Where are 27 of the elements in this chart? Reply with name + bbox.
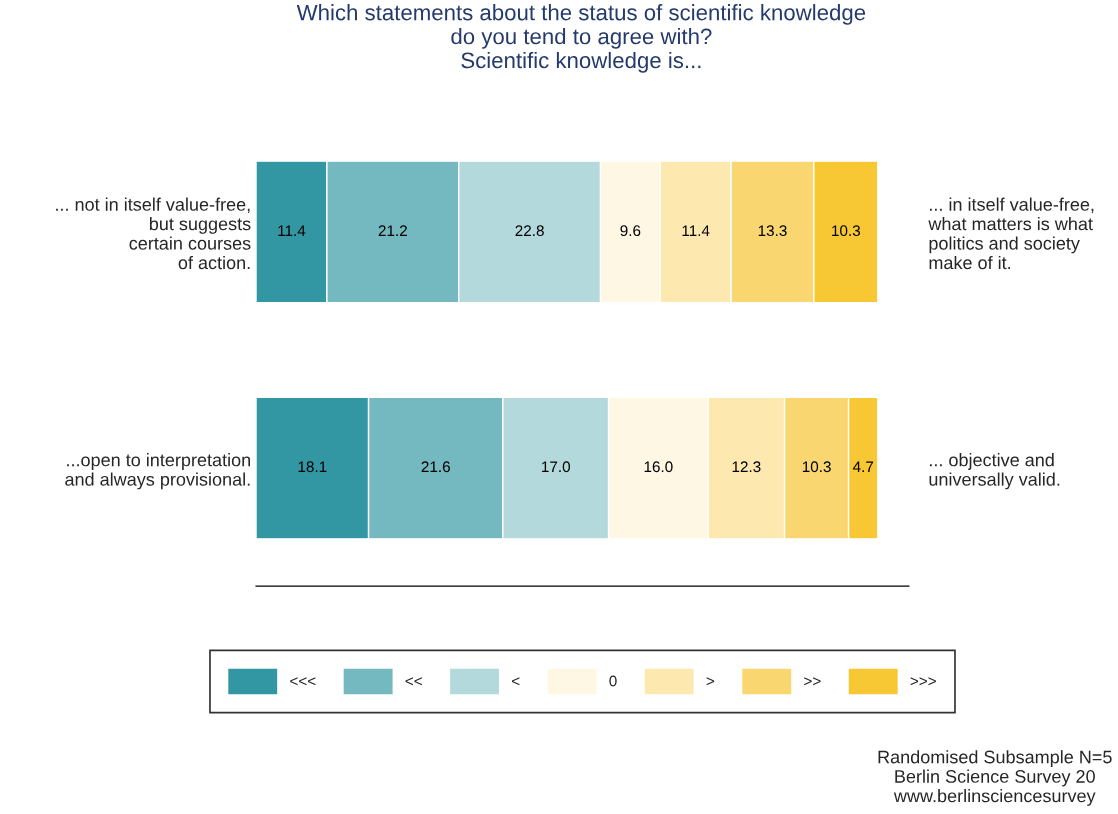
legend-label: <<< (290, 677, 316, 686)
data-label: 21.6 (421, 461, 450, 473)
data-label: 10.3 (802, 461, 831, 473)
y2-tick-label: ... in itself value-free, what matters is what politics and society make of it. (928, 197, 1094, 270)
data-label: 10.3 (832, 225, 861, 237)
data-label: 11.4 (682, 225, 710, 236)
y2-tick-label: ... objective and universally valid. (929, 453, 1060, 490)
text: Randomised Subsample N=5 Berlin Science Survey 20 www.berlinsciencesurvey (878, 750, 1112, 806)
data-label: 4.7 (852, 461, 874, 472)
y-tick-label: ...open to interpretation and always provisional. (65, 453, 251, 490)
data-label: 21.2 (378, 225, 407, 236)
data-label: 16.0 (644, 461, 673, 473)
data-label: 12.3 (732, 461, 761, 473)
legend-label: >>> (910, 677, 936, 686)
data-label: 13.3 (758, 225, 787, 237)
data-label: 22.8 (515, 225, 544, 237)
data-label: 17.0 (542, 461, 571, 473)
legend-label: 0 (609, 675, 617, 687)
legend-label: << (405, 677, 422, 686)
legend-label: < (512, 677, 520, 686)
data-label: 18.1 (298, 461, 327, 473)
data-label: 11.4 (278, 225, 306, 236)
y-tick-label: ... not in itself value-free, but suggests certain courses of action. (56, 197, 251, 270)
legend-label: > (706, 677, 715, 686)
chart-title: Which statements about the status of scientific knowledge do you tend to agree with? Scientific knowledge is... (296, 4, 866, 73)
data-label: 9.6 (620, 225, 641, 237)
legend-label: >> (804, 677, 821, 686)
